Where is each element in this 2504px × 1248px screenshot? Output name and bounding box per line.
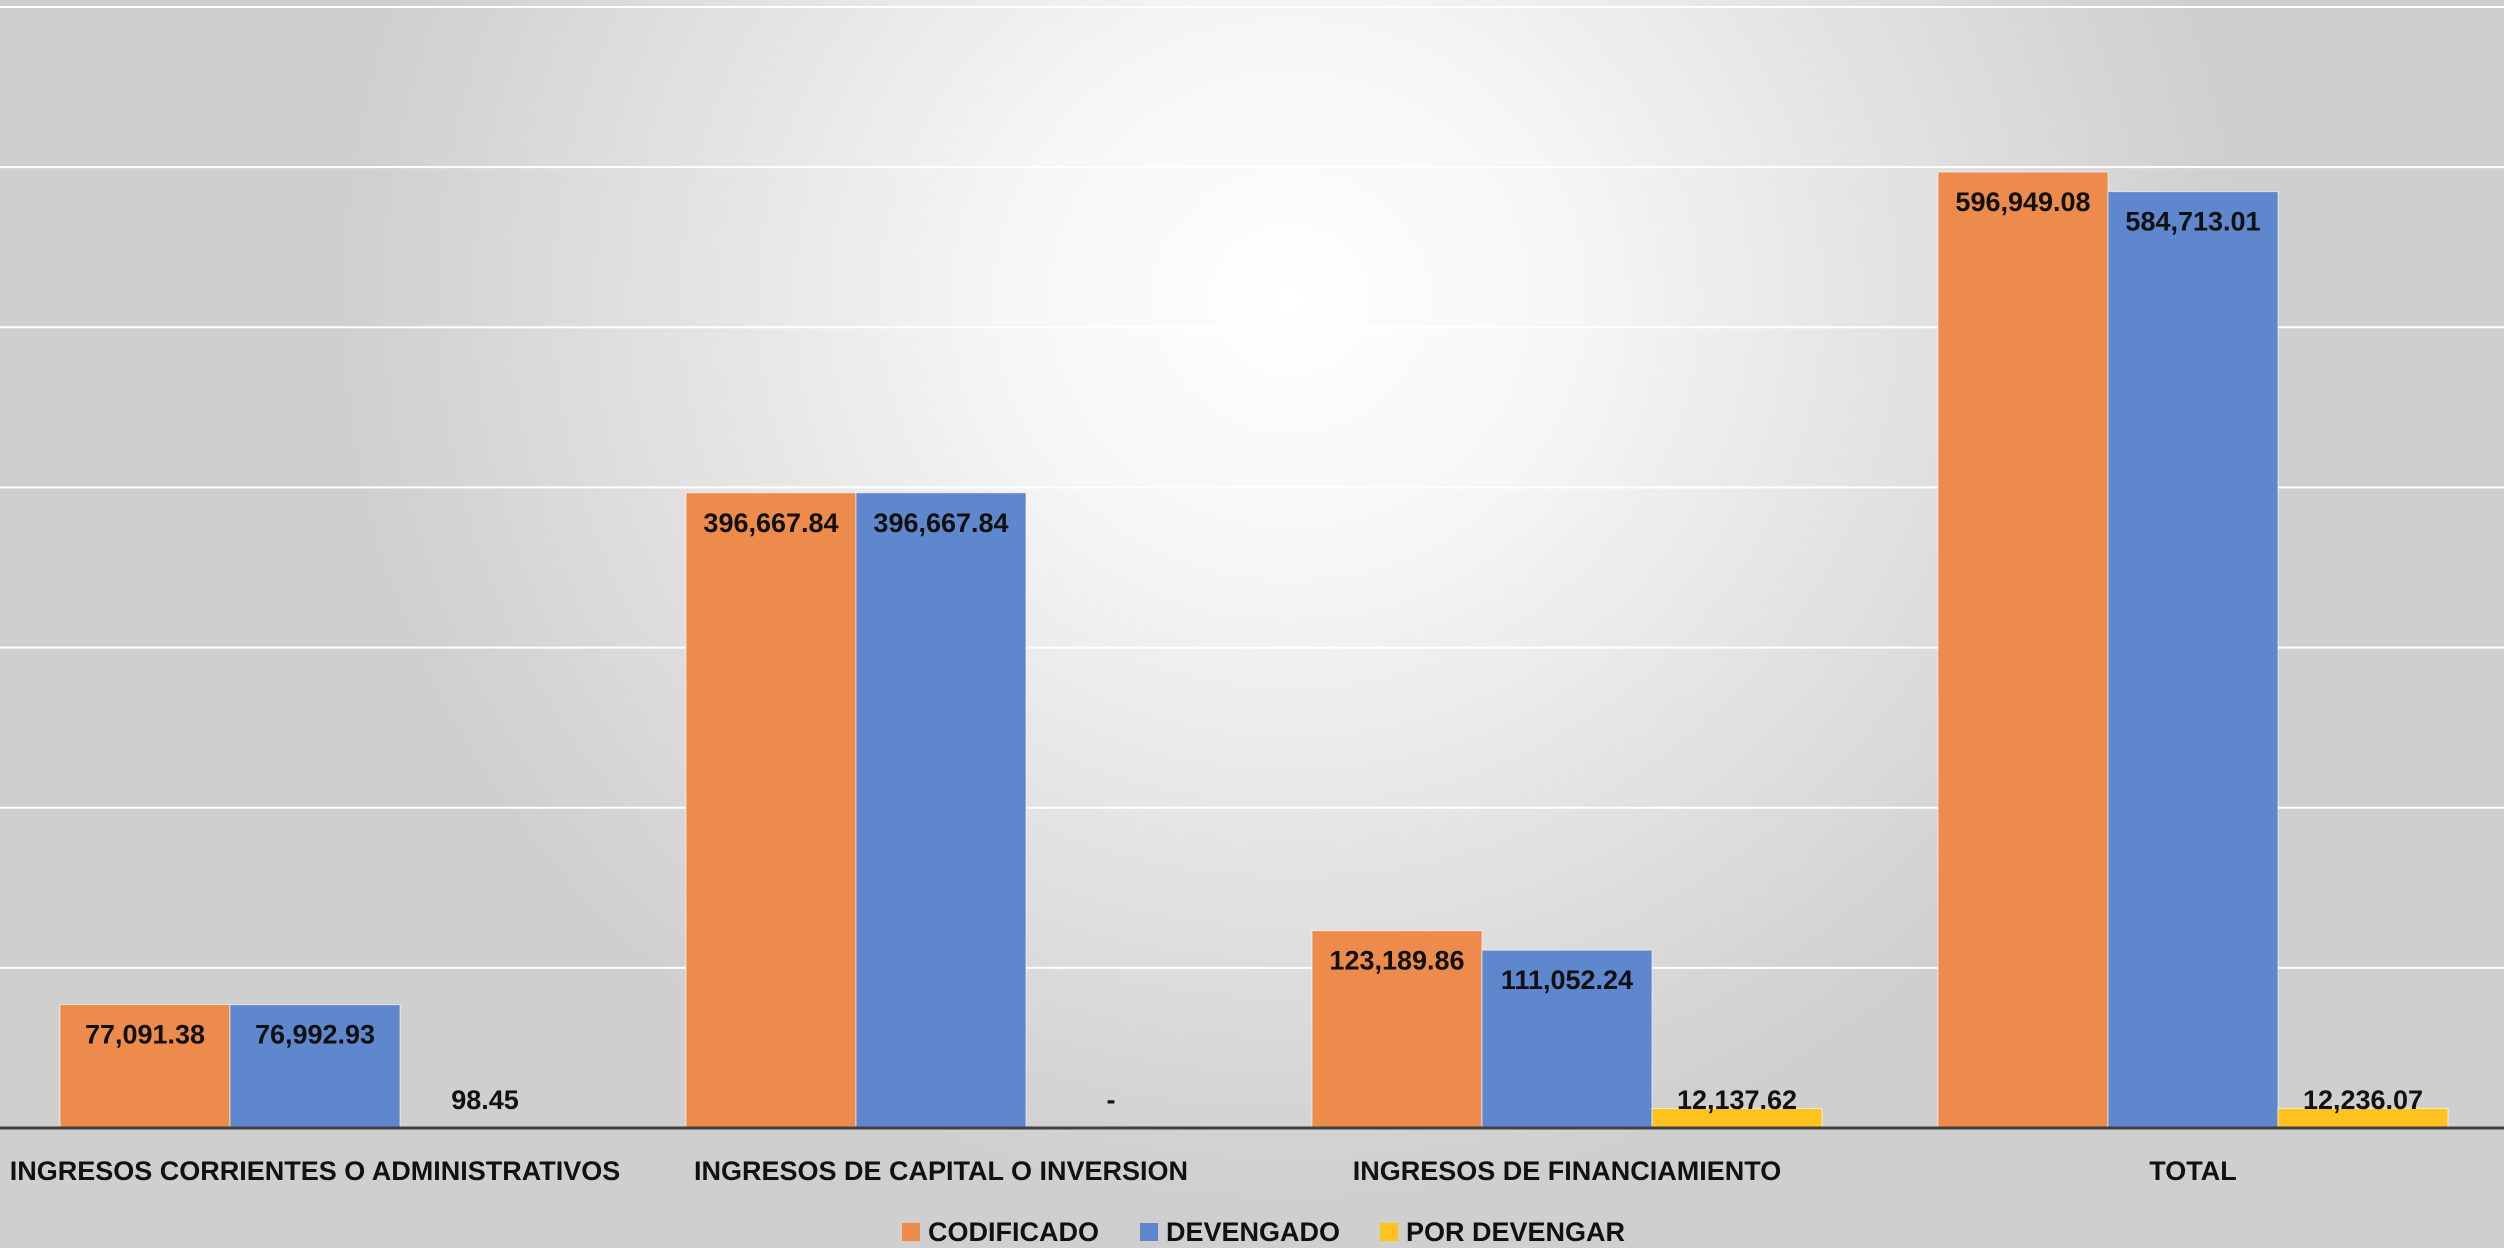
data-label: 98.45 <box>451 1085 519 1115</box>
bar-labels: 77,091.38 76,992.93 98.45 396,667.84 396,667… <box>85 187 2423 1115</box>
data-label: 396,667.84 <box>703 508 838 538</box>
category-label: INGRESOS DE CAPITAL O INVERSION <box>694 1156 1188 1186</box>
category-label: INGRESOS CORRIENTES O ADMINISTRATIVOS <box>10 1156 621 1186</box>
bar-devengado <box>855 492 1027 1129</box>
legend: CODIFICADO DEVENGADO POR DEVENGAR <box>902 1217 1625 1247</box>
bar-devengado <box>1481 949 1653 1129</box>
bars <box>59 171 2449 1129</box>
data-label: 77,091.38 <box>85 1020 205 1050</box>
data-label: 111,052.24 <box>1501 965 1633 995</box>
bar-codificado <box>685 492 857 1129</box>
category-labels: INGRESOS CORRIENTES O ADMINISTRATIVOS ING… <box>10 1156 2237 1186</box>
data-label: 596,949.08 <box>1955 187 2090 217</box>
bar-devengado <box>2107 191 2279 1129</box>
bar-devengado <box>229 1004 401 1129</box>
data-label: - <box>1107 1085 1116 1115</box>
bar-codificado <box>1937 171 2109 1129</box>
data-label: 584,713.01 <box>2125 207 2260 237</box>
category-label: INGRESOS DE FINANCIAMIENTO <box>1353 1156 1782 1186</box>
bar-codificado <box>1311 930 1483 1129</box>
data-label: 76,992.93 <box>255 1020 375 1050</box>
gridlines <box>0 6 2504 969</box>
data-label: 123,189.86 <box>1329 946 1464 976</box>
data-label: 396,667.84 <box>873 508 1008 538</box>
category-label: TOTAL <box>2149 1156 2237 1186</box>
legend-swatch <box>1140 1223 1158 1241</box>
legend-label: POR DEVENGAR <box>1406 1217 1625 1247</box>
legend-label: DEVENGADO <box>1166 1217 1340 1247</box>
legend-swatch <box>902 1223 920 1241</box>
legend-label: CODIFICADO <box>928 1217 1099 1247</box>
data-label: 12,236.07 <box>2303 1085 2423 1115</box>
data-label: 12,137.62 <box>1677 1085 1797 1115</box>
legend-swatch <box>1380 1223 1398 1241</box>
